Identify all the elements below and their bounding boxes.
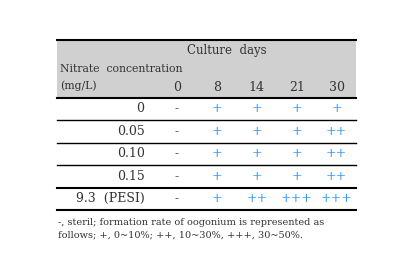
Text: 14: 14 [249,81,265,94]
Text: -: - [175,147,179,160]
Text: -, steril; formation rate of oogonium is represented as: -, steril; formation rate of oogonium is… [58,218,324,227]
Text: 30: 30 [328,81,345,94]
Text: 21: 21 [289,81,305,94]
Text: +++: +++ [281,192,313,205]
Text: -: - [175,102,179,116]
Text: +: + [291,147,302,160]
Text: 0.15: 0.15 [117,170,145,183]
Text: 0: 0 [173,81,181,94]
Text: (mg/L): (mg/L) [60,81,96,91]
Bar [56,40,356,98]
Text: 8: 8 [213,81,221,94]
Text: Nitrate  concentration: Nitrate concentration [60,64,182,74]
Text: +: + [212,102,222,116]
Text: ++: ++ [326,125,347,138]
Text: +: + [212,192,222,205]
Text: follows; +, 0~10%; ++, 10~30%, +++, 30~50%.: follows; +, 0~10%; ++, 10~30%, +++, 30~5… [58,230,303,239]
Text: +: + [251,125,262,138]
Text: 0.10: 0.10 [117,147,145,160]
Text: Culture  days: Culture days [187,44,267,57]
Text: ++: ++ [326,147,347,160]
Text: +: + [212,125,222,138]
Text: +++: +++ [320,192,353,205]
Text: +: + [251,147,262,160]
Text: +: + [212,147,222,160]
Text: 0.05: 0.05 [117,125,145,138]
Text: -: - [175,170,179,183]
Text: +: + [212,170,222,183]
Text: ++: ++ [246,192,267,205]
Text: -: - [175,125,179,138]
Text: +: + [291,170,302,183]
Text: +: + [331,102,342,116]
Text: +: + [291,125,302,138]
Text: -: - [175,192,179,205]
Text: +: + [291,102,302,116]
Text: 9.3  (PESI): 9.3 (PESI) [76,192,145,205]
Text: +: + [251,170,262,183]
Text: 0: 0 [137,102,145,116]
Text: +: + [251,102,262,116]
Text: ++: ++ [326,170,347,183]
